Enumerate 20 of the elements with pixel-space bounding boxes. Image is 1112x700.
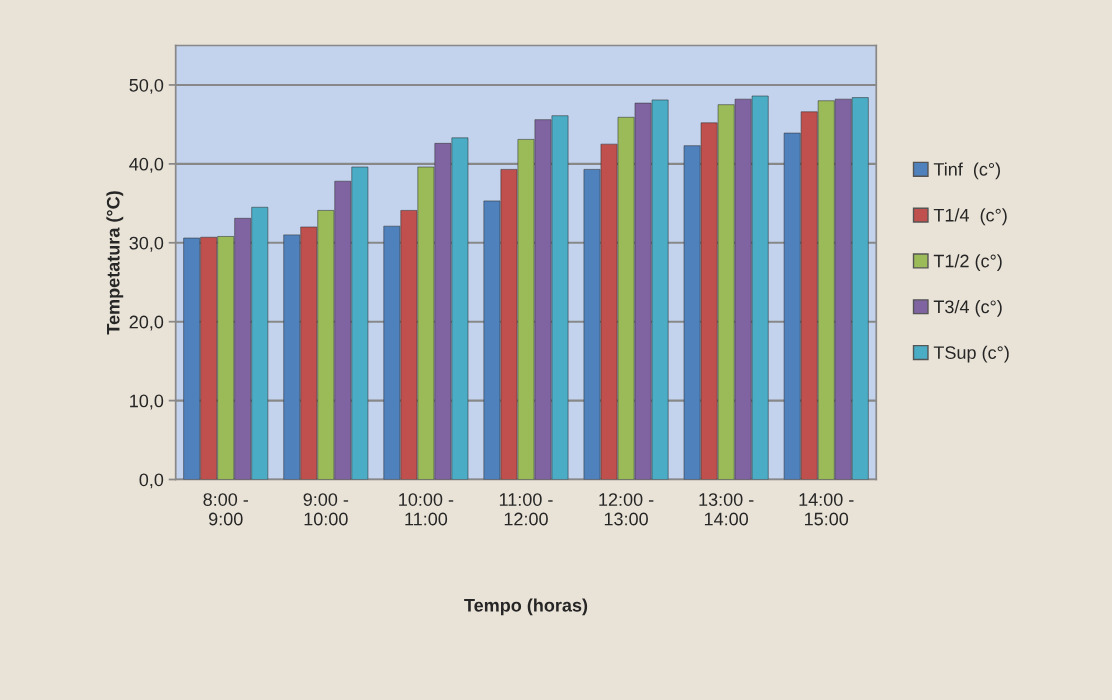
x-tick-label: 8:00 - 9:00 (203, 493, 249, 526)
legend-label: T1/2 (c°) (933, 254, 1002, 271)
legend-label: Tinf (c°) (933, 162, 1000, 180)
x-tick-label: 11:00 - 12:00 (499, 493, 553, 526)
x-tick-label: 14:00 - 15:00 (799, 493, 854, 526)
y-tick-label: 40,0 (129, 157, 164, 173)
y-tick-label: 30,0 (129, 236, 164, 252)
x-axis-title: Tempo (horas) (464, 598, 588, 616)
y-tick-label: 10,0 (130, 394, 164, 410)
x-tick-label: 9:00 - 10:00 (303, 493, 349, 526)
x-tick-label: 12:00 - 13:00 (599, 493, 654, 526)
y-tick-label: 20,0 (129, 315, 164, 331)
x-tick-label: 13:00 - 14:00 (699, 493, 754, 526)
y-axis-title: Tempetatura (°C) (106, 191, 124, 335)
y-tick-label: 0,0 (139, 473, 164, 489)
legend-label: TSup (c°) (933, 345, 1009, 363)
legend-label: T1/4 (c°) (933, 208, 1007, 226)
legend-label: T3/4 (c°) (933, 299, 1002, 317)
y-tick-label: 50,0 (129, 78, 164, 94)
x-tick-label: 10:00 - 11:00 (399, 493, 454, 526)
